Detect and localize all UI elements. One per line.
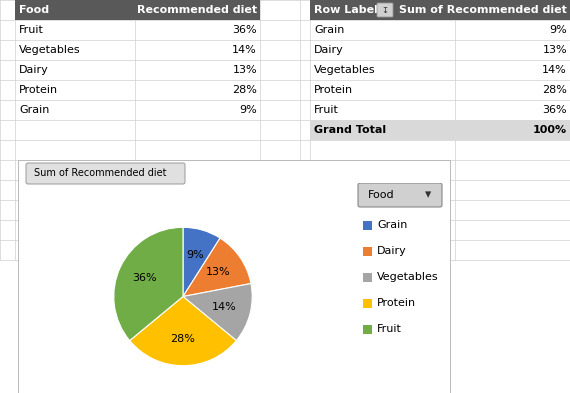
Bar: [15, 0, 260, 20]
Text: Dairy: Dairy: [314, 45, 344, 55]
Text: Food: Food: [368, 190, 394, 200]
Text: Fruit: Fruit: [377, 324, 402, 334]
Text: Vegetables: Vegetables: [314, 65, 376, 75]
Wedge shape: [183, 227, 220, 296]
Text: Protein: Protein: [377, 298, 416, 308]
Wedge shape: [114, 227, 183, 341]
Text: 28%: 28%: [170, 334, 196, 344]
Text: Fruit: Fruit: [19, 25, 44, 35]
Text: 9%: 9%: [239, 105, 257, 115]
Text: 9%: 9%: [549, 25, 567, 35]
Text: 13%: 13%: [206, 267, 231, 277]
Text: 14%: 14%: [542, 65, 567, 75]
Text: 28%: 28%: [542, 85, 567, 95]
FancyBboxPatch shape: [377, 3, 393, 17]
Text: Protein: Protein: [314, 85, 353, 95]
Text: 13%: 13%: [233, 65, 257, 75]
Wedge shape: [183, 283, 252, 341]
Text: Grand Total: Grand Total: [314, 125, 386, 135]
Text: 9%: 9%: [186, 250, 204, 260]
Text: Grain: Grain: [314, 25, 344, 35]
Bar: [363, 272, 372, 281]
Text: 36%: 36%: [543, 105, 567, 115]
Bar: [310, 120, 570, 140]
Text: Food: Food: [19, 5, 49, 15]
Wedge shape: [183, 238, 251, 296]
Text: ↧: ↧: [381, 6, 389, 15]
Wedge shape: [130, 296, 237, 366]
Text: Protein: Protein: [19, 85, 58, 95]
Bar: [363, 246, 372, 255]
Text: Vegetables: Vegetables: [19, 45, 80, 55]
Text: 100%: 100%: [533, 125, 567, 135]
Text: 28%: 28%: [232, 85, 257, 95]
Text: 36%: 36%: [233, 25, 257, 35]
Text: Grain: Grain: [377, 220, 408, 230]
Text: 14%: 14%: [232, 45, 257, 55]
Text: 13%: 13%: [543, 45, 567, 55]
Text: Vegetables: Vegetables: [377, 272, 439, 282]
FancyBboxPatch shape: [358, 183, 442, 207]
Text: 14%: 14%: [212, 302, 237, 312]
Text: 36%: 36%: [132, 273, 157, 283]
Text: Dairy: Dairy: [19, 65, 49, 75]
Text: Sum of Recommended diet: Sum of Recommended diet: [399, 5, 567, 15]
FancyBboxPatch shape: [26, 163, 185, 184]
Bar: [310, 0, 570, 20]
Text: Row Labels: Row Labels: [314, 5, 385, 15]
Text: Fruit: Fruit: [314, 105, 339, 115]
Bar: [18, 160, 450, 393]
Text: Grain: Grain: [19, 105, 50, 115]
Bar: [363, 299, 372, 307]
Text: Dairy: Dairy: [377, 246, 407, 256]
Text: Recommended diet: Recommended diet: [137, 5, 257, 15]
Text: ▾: ▾: [425, 189, 431, 202]
Bar: [363, 220, 372, 230]
Text: Sum of Recommended diet: Sum of Recommended diet: [34, 169, 166, 178]
Bar: [363, 325, 372, 334]
